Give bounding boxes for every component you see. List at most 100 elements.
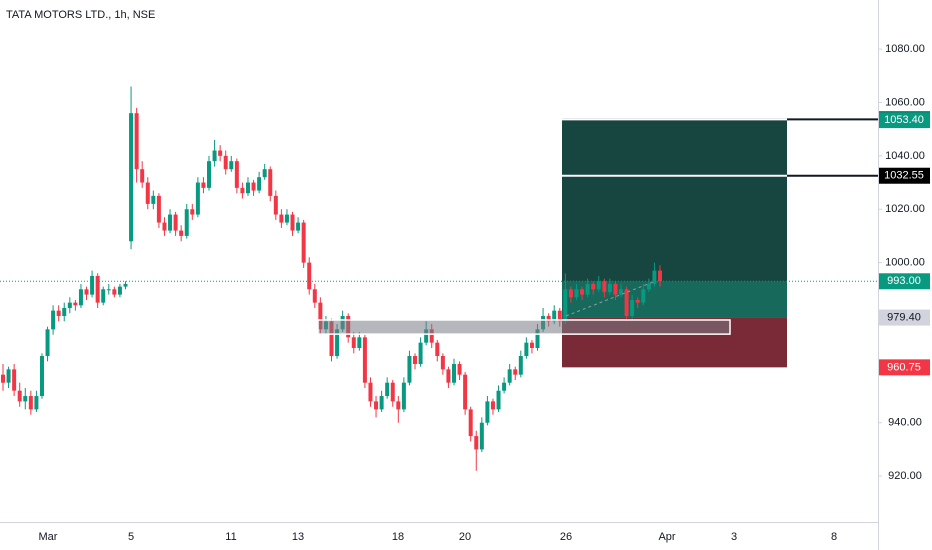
candle-body xyxy=(596,281,601,290)
candle-body xyxy=(457,364,462,375)
candle-body xyxy=(463,374,468,410)
candle-body xyxy=(301,222,306,263)
x-tick-label: 3 xyxy=(731,531,737,543)
candle-body xyxy=(546,315,551,322)
candle-body xyxy=(273,195,278,215)
candle-body xyxy=(84,289,89,295)
candle-body xyxy=(624,289,629,316)
candle-body xyxy=(156,195,161,223)
candle-body xyxy=(635,299,640,303)
candle-body xyxy=(229,161,234,170)
candle-body xyxy=(173,214,178,231)
candle-body xyxy=(496,390,501,410)
candle-body xyxy=(117,286,122,295)
candle-body xyxy=(240,187,245,194)
candle-body xyxy=(329,321,334,357)
candle-body xyxy=(251,182,256,191)
zone-box xyxy=(317,319,731,335)
x-tick-label: Mar xyxy=(39,531,58,543)
candle-body xyxy=(101,289,106,303)
candle-body xyxy=(12,369,17,391)
price-label: 993.00 xyxy=(887,275,921,287)
candle-body xyxy=(318,302,323,330)
candle-body xyxy=(479,422,484,450)
candle-body xyxy=(429,329,434,343)
candle-body xyxy=(568,289,573,298)
candle-body xyxy=(245,182,250,194)
candle-body xyxy=(67,302,72,308)
candle-body xyxy=(195,182,200,215)
candle-body xyxy=(90,275,95,295)
x-tick-label: Apr xyxy=(658,531,675,543)
candle-body xyxy=(424,329,429,343)
price-label-box xyxy=(879,359,930,376)
candle-body xyxy=(413,356,418,365)
y-tick-label: 940.00 xyxy=(888,417,922,429)
candle-body xyxy=(212,150,217,162)
candle-body xyxy=(362,337,367,383)
x-tick-label: 26 xyxy=(560,531,572,543)
candle-body xyxy=(279,214,284,223)
candle-body xyxy=(513,369,518,375)
open-profit-zone xyxy=(562,281,787,318)
price-label-box xyxy=(879,273,930,290)
x-tick-label: 18 xyxy=(392,531,404,543)
candle-body xyxy=(607,283,612,292)
price-label: 979.40 xyxy=(887,311,921,323)
candle-body xyxy=(17,390,22,402)
candle-body xyxy=(468,409,473,437)
candle-body xyxy=(641,289,646,303)
y-tick-label: 1080.00 xyxy=(885,43,925,55)
candle-body xyxy=(357,337,362,348)
candle-body xyxy=(490,401,495,410)
candle-body xyxy=(145,182,150,204)
candle-body xyxy=(524,342,529,357)
x-tick-label: 5 xyxy=(128,531,134,543)
candle-body xyxy=(407,356,412,383)
candle-body xyxy=(190,209,195,215)
candle-body xyxy=(1,374,5,383)
candle-body xyxy=(23,396,28,402)
candle-body xyxy=(129,113,134,242)
candle-body xyxy=(207,161,212,188)
candle-body xyxy=(62,307,67,316)
candle-body xyxy=(619,289,624,295)
candle-body xyxy=(73,302,78,306)
candle-body xyxy=(385,382,390,397)
candle-body xyxy=(284,214,289,223)
candle-body xyxy=(51,310,56,330)
candle-body xyxy=(39,356,44,397)
candle-body xyxy=(585,283,590,295)
candle-body xyxy=(652,270,657,284)
price-label-box xyxy=(879,112,930,129)
x-tick-label: 11 xyxy=(225,531,236,543)
candle-body xyxy=(563,289,568,322)
candle-body xyxy=(134,113,139,170)
candle-body xyxy=(630,299,635,316)
price-label: 960.75 xyxy=(887,361,921,373)
y-tick-label: 920.00 xyxy=(888,470,922,482)
candle-body xyxy=(268,169,273,196)
candle-body xyxy=(613,283,618,295)
candle-body xyxy=(658,270,662,282)
price-label-box xyxy=(879,309,930,326)
candle-body xyxy=(602,281,607,292)
candle-body xyxy=(106,289,111,291)
price-label: 1032.55 xyxy=(884,170,924,182)
candle-body xyxy=(290,214,295,231)
candle-body xyxy=(557,310,562,322)
candle-body xyxy=(518,356,523,375)
chart-title: TATA MOTORS LTD., 1h, NSE xyxy=(6,9,155,21)
candle-body xyxy=(112,289,117,295)
y-tick-label: 1060.00 xyxy=(885,96,925,108)
candle-body xyxy=(396,401,401,410)
candle-body xyxy=(507,369,512,383)
candle-body xyxy=(451,364,456,383)
candle-body xyxy=(390,382,395,402)
x-tick-label: 20 xyxy=(459,531,471,543)
candle-body xyxy=(591,283,596,290)
candle-body xyxy=(529,342,534,348)
candle-body xyxy=(440,356,445,370)
